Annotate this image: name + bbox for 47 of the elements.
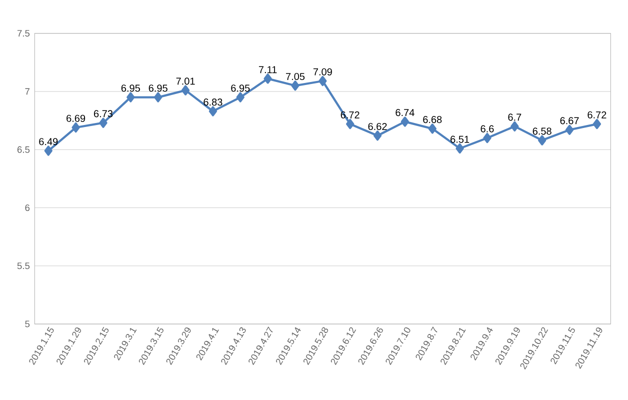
data-label: 6.69 bbox=[66, 114, 86, 122]
data-label: 6.7 bbox=[508, 114, 522, 121]
data-label: 6.83 bbox=[204, 98, 222, 106]
point bbox=[346, 118, 354, 130]
point bbox=[538, 135, 546, 146]
data-label: 6.58 bbox=[532, 128, 552, 135]
y-tick-label: 7.5 bbox=[17, 30, 30, 37]
data-label: 6.95 bbox=[148, 84, 168, 92]
y-tick-label: 5.5 bbox=[17, 262, 30, 270]
point bbox=[291, 80, 300, 91]
data-label: 7.09 bbox=[313, 68, 332, 76]
y-tick-label: 5 bbox=[25, 320, 30, 328]
point bbox=[483, 132, 492, 144]
point bbox=[510, 121, 519, 132]
data-label: 7.11 bbox=[258, 66, 277, 74]
point bbox=[565, 124, 574, 135]
data-label: 6.6 bbox=[480, 125, 494, 132]
data-label: 6.95 bbox=[121, 84, 140, 92]
data-label: 7.01 bbox=[176, 78, 195, 85]
data-label: 6.74 bbox=[396, 109, 414, 116]
point bbox=[428, 124, 436, 134]
point bbox=[373, 130, 382, 141]
data-label: 6.62 bbox=[368, 122, 387, 130]
y-tick-label: 6 bbox=[25, 204, 30, 212]
point bbox=[126, 92, 135, 102]
data-label: 6.49 bbox=[39, 138, 58, 146]
point bbox=[154, 92, 162, 102]
point bbox=[236, 92, 244, 102]
data-label: 6.73 bbox=[94, 110, 113, 118]
data-label: 6.68 bbox=[423, 116, 442, 124]
data-label: 6.72 bbox=[588, 111, 606, 118]
point bbox=[400, 116, 410, 127]
point bbox=[72, 122, 80, 133]
point bbox=[592, 118, 602, 130]
point bbox=[264, 74, 272, 84]
data-label: 6.51 bbox=[450, 136, 470, 143]
data-label: 6.67 bbox=[560, 117, 579, 124]
data-label: 7.05 bbox=[286, 72, 305, 80]
y-tick-label: 6.5 bbox=[17, 146, 30, 153]
point bbox=[456, 143, 464, 154]
point bbox=[181, 85, 190, 96]
point bbox=[99, 118, 108, 128]
y-tick-label: 7 bbox=[25, 88, 30, 95]
point bbox=[44, 146, 52, 156]
point bbox=[208, 106, 218, 116]
point bbox=[318, 76, 327, 86]
data-label: 6.95 bbox=[231, 84, 250, 92]
